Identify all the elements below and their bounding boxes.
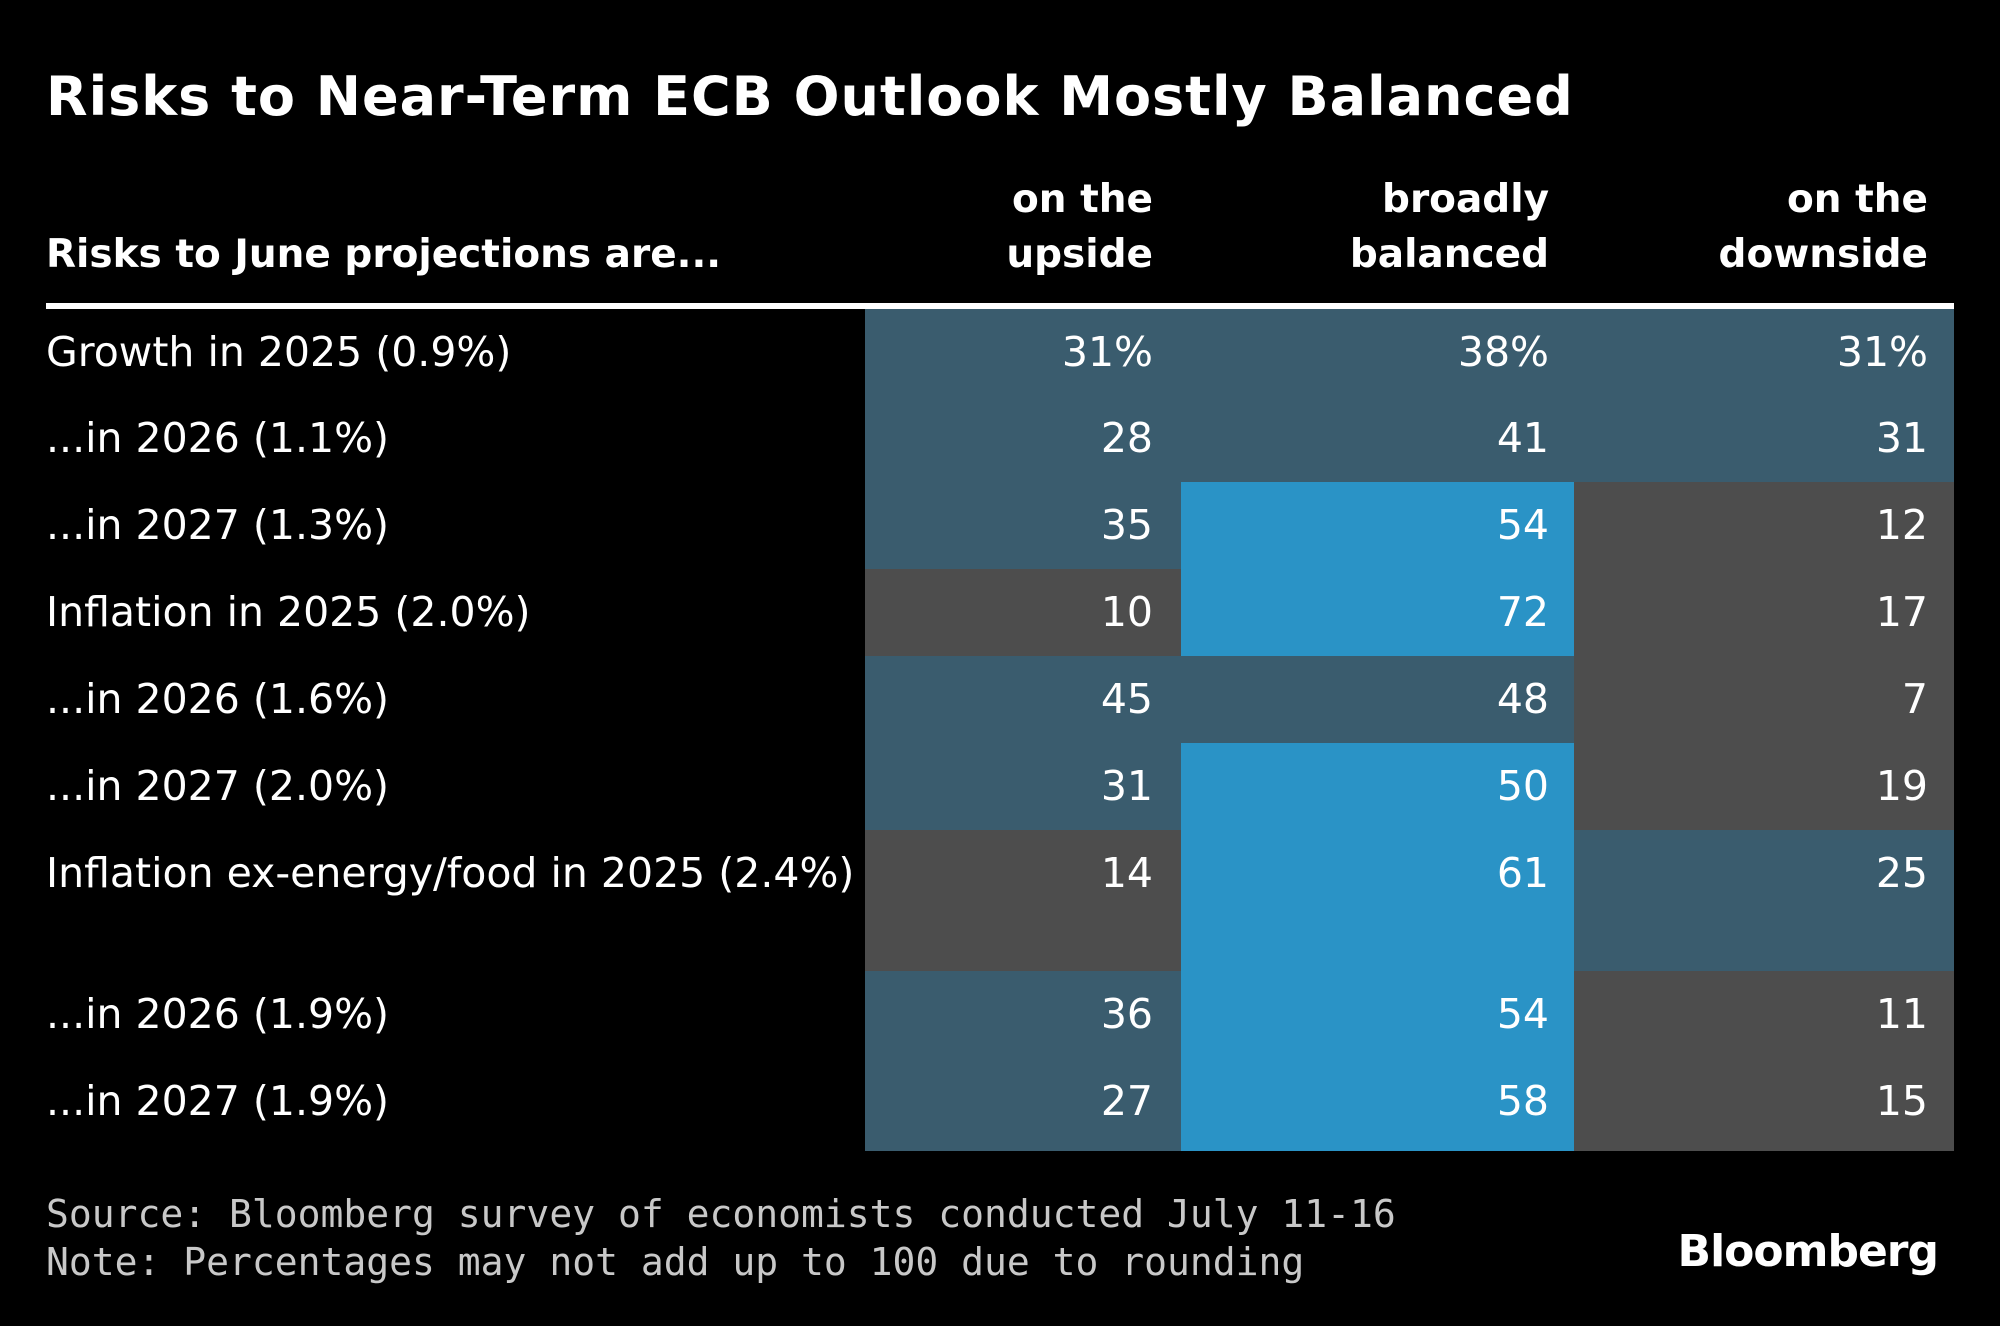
cell-shade: [1181, 743, 1574, 830]
cell-shade: [865, 569, 1181, 656]
cell-shade: [1181, 482, 1574, 569]
cell-shade: [1181, 1058, 1574, 1151]
column-header: broadly balanced: [1349, 177, 1549, 277]
cell-shade: [1574, 743, 1954, 830]
cell-shade: [1574, 971, 1954, 1058]
cell-value: 12: [1875, 501, 1928, 549]
table-body: Growth in 2025 (0.9%) 31% 38% 31% ...in 2026…: [0, 309, 2000, 1151]
cell-shade: [865, 971, 1181, 1058]
column-header: on the downside: [1718, 177, 1928, 277]
cell-shade: [865, 309, 1181, 395]
footnote: Note: Percentages may not add up to 100 …: [46, 1240, 1305, 1284]
cell-value: 35: [1100, 501, 1153, 549]
cell-value: 58: [1496, 1077, 1549, 1125]
cell-value: 36: [1100, 990, 1153, 1038]
row-label: ...in 2026 (1.6%): [46, 675, 390, 723]
cell-shade: [1181, 309, 1574, 395]
row-label: ...in 2026 (1.1%): [46, 414, 390, 462]
cell-shade: [1574, 830, 1954, 971]
row-label: ...in 2027 (1.9%): [46, 1077, 390, 1125]
cell-value: 50: [1496, 762, 1549, 810]
cell-shade: [865, 1058, 1181, 1151]
cell-value: 31%: [1836, 328, 1928, 376]
chart-title: Risks to Near-Term ECB Outlook Mostly Ba…: [46, 65, 1574, 128]
cell-value: 54: [1496, 990, 1549, 1038]
cell-value: 15: [1875, 1077, 1928, 1125]
cell-value: 17: [1875, 588, 1928, 636]
cell-shade: [1181, 830, 1574, 971]
cell-shade: [1181, 395, 1574, 482]
cell-shade: [865, 395, 1181, 482]
row-label: Growth in 2025 (0.9%): [46, 328, 512, 376]
cell-shade: [1181, 971, 1574, 1058]
cell-shade: [1574, 482, 1954, 569]
header-rule: [46, 303, 1954, 309]
cell-value: 10: [1100, 588, 1153, 636]
cell-value: 45: [1100, 675, 1153, 723]
cell-value: 27: [1100, 1077, 1153, 1125]
cell-shade: [1181, 569, 1574, 656]
cell-shade: [865, 482, 1181, 569]
cell-value: 31%: [1061, 328, 1153, 376]
cell-shade: [865, 656, 1181, 743]
cell-value: 54: [1496, 501, 1549, 549]
bloomberg-logo: Bloomberg: [1677, 1226, 1939, 1277]
stub-header: Risks to June projections are...: [46, 232, 722, 277]
cell-shade: [865, 830, 1181, 971]
row-label: Inflation in 2025 (2.0%): [46, 588, 531, 636]
row-label: ...in 2027 (2.0%): [46, 762, 390, 810]
cell-value: 48: [1496, 675, 1549, 723]
cell-value: 31: [1875, 414, 1928, 462]
column-header: on the upside: [1006, 177, 1153, 277]
cell-value: 19: [1875, 762, 1928, 810]
cell-value: 41: [1496, 414, 1549, 462]
cell-shade: [865, 743, 1181, 830]
cell-shade: [1574, 656, 1954, 743]
cell-shade: [1574, 569, 1954, 656]
row-label: ...in 2026 (1.9%): [46, 990, 390, 1038]
cell-value: 61: [1496, 849, 1549, 897]
cell-value: 14: [1100, 849, 1153, 897]
cell-value: 38%: [1457, 328, 1549, 376]
cell-value: 28: [1100, 414, 1153, 462]
cell-value: 31: [1100, 762, 1153, 810]
cell-value: 25: [1875, 849, 1928, 897]
cell-value: 7: [1901, 675, 1928, 723]
cell-value: 72: [1496, 588, 1549, 636]
row-label: ...in 2027 (1.3%): [46, 501, 390, 549]
cell-shade: [1574, 1058, 1954, 1151]
cell-shade: [1181, 656, 1574, 743]
row-label: Inflation ex-energy/food in 2025 (2.4%): [46, 849, 855, 897]
cell-shade: [1574, 309, 1954, 395]
cell-value: 11: [1875, 990, 1928, 1038]
cell-shade: [1574, 395, 1954, 482]
source-note: Source: Bloomberg survey of economists c…: [46, 1192, 1396, 1236]
